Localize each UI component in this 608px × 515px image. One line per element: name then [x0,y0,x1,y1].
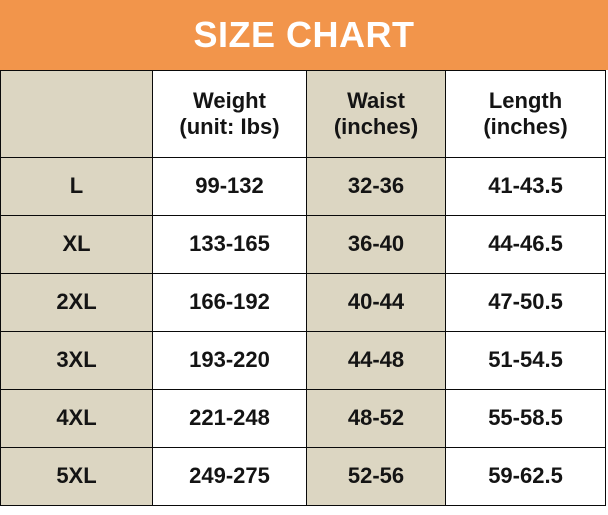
title-banner: SIZE CHART [0,0,608,70]
cell-waist: 36-40 [306,215,446,274]
cell-length: 47-50.5 [445,273,606,332]
header-length-line1: Length [488,88,563,114]
cell-waist: 48-52 [306,389,446,448]
table-header: Weight (unit: Ibs) Waist (inches) Length… [0,70,606,158]
header-cell-size [0,70,153,158]
header-waist-line2: (inches) [333,114,419,139]
cell-waist: 52-56 [306,447,446,506]
header-cell-weight: Weight (unit: Ibs) [152,70,307,158]
cell-length: 41-43.5 [445,157,606,216]
header-cell-waist: Waist (inches) [306,70,446,158]
table-row: 4XL 221-248 48-52 55-58.5 [0,389,606,448]
cell-size: 3XL [0,331,153,390]
cell-size: XL [0,215,153,274]
header-waist-line1: Waist [347,88,405,114]
cell-weight: 193-220 [152,331,307,390]
cell-size: L [0,157,153,216]
cell-waist: 40-44 [306,273,446,332]
cell-weight: 99-132 [152,157,307,216]
cell-size: 2XL [0,273,153,332]
table-row: XL 133-165 36-40 44-46.5 [0,215,606,274]
cell-weight: 249-275 [152,447,307,506]
header-length-line2: (inches) [483,114,568,139]
cell-weight: 221-248 [152,389,307,448]
cell-size: 4XL [0,389,153,448]
size-chart-table-container: Weight (unit: Ibs) Waist (inches) Length… [0,70,606,506]
header-weight-line2: (unit: Ibs) [179,114,280,139]
cell-waist: 32-36 [306,157,446,216]
table-row: L 99-132 32-36 41-43.5 [0,157,606,216]
cell-length: 59-62.5 [445,447,606,506]
header-weight-line1: Weight [193,88,266,114]
header-row: Weight (unit: Ibs) Waist (inches) Length… [0,70,606,158]
table-row: 2XL 166-192 40-44 47-50.5 [0,273,606,332]
cell-weight: 166-192 [152,273,307,332]
table-row: 3XL 193-220 44-48 51-54.5 [0,331,606,390]
cell-length: 44-46.5 [445,215,606,274]
table-row: 5XL 249-275 52-56 59-62.5 [0,447,606,506]
cell-length: 51-54.5 [445,331,606,390]
cell-weight: 133-165 [152,215,307,274]
cell-waist: 44-48 [306,331,446,390]
cell-length: 55-58.5 [445,389,606,448]
cell-size: 5XL [0,447,153,506]
header-cell-length: Length (inches) [445,70,606,158]
size-chart-table: Weight (unit: Ibs) Waist (inches) Length… [0,70,606,506]
page-title: SIZE CHART [193,14,415,55]
table-body: L 99-132 32-36 41-43.5 XL 133-165 36-40 … [0,157,606,506]
